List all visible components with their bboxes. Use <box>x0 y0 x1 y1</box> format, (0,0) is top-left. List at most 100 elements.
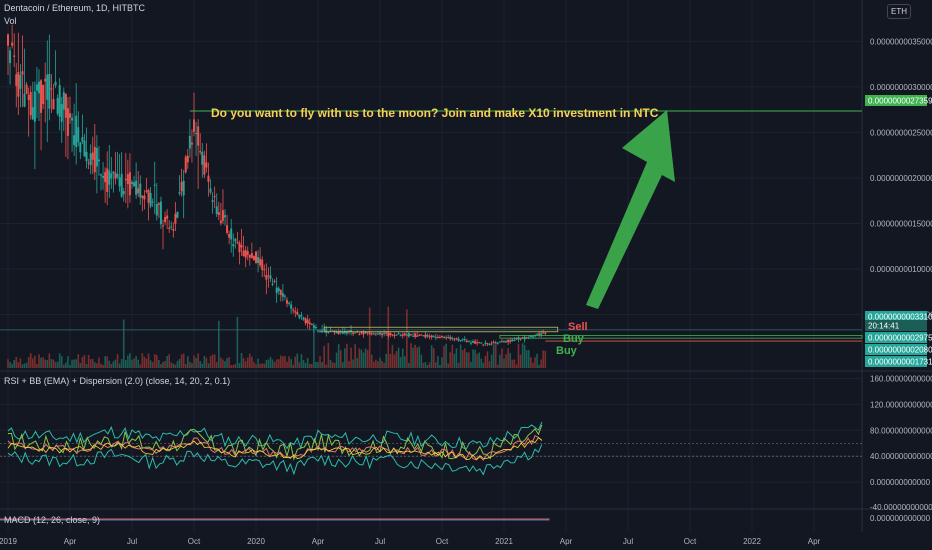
volume-bar <box>180 354 183 368</box>
volume-bar <box>472 349 474 368</box>
candle-body <box>279 290 282 295</box>
currency-button[interactable]: ETH <box>887 4 911 19</box>
volume-bar <box>91 359 94 368</box>
price-tag-label: 0.0000000027359 <box>868 97 932 106</box>
volume-bar <box>308 363 311 368</box>
candle-body <box>139 183 142 198</box>
candle-body <box>298 314 301 318</box>
candle-body <box>317 330 319 332</box>
volume-bar <box>426 364 429 368</box>
candle-body <box>438 336 441 338</box>
volume-bar <box>482 362 485 368</box>
volume-bar <box>445 343 447 368</box>
x-tick-label: Apr <box>64 537 77 546</box>
candle-body <box>9 50 12 64</box>
candle-body <box>73 135 76 146</box>
candle-body <box>141 195 144 198</box>
candle-body <box>137 188 140 194</box>
candle-body <box>294 311 297 313</box>
candle-body <box>195 132 198 134</box>
candle-body <box>81 137 84 142</box>
candle-body <box>271 283 274 285</box>
volume-bar <box>133 358 135 368</box>
candle-body <box>360 332 363 334</box>
volume-bar <box>147 353 150 368</box>
candle-body <box>215 206 218 215</box>
volume-bar <box>342 362 344 368</box>
volume-bar <box>15 357 18 368</box>
candle-body <box>453 339 456 341</box>
volume-bar <box>25 362 28 368</box>
candle-body <box>54 81 57 86</box>
volume-bar <box>497 364 499 368</box>
volume-bar <box>408 362 410 368</box>
volume-bar <box>253 362 255 368</box>
candle-body <box>368 332 371 335</box>
volume-bar <box>437 356 439 368</box>
candle-body <box>193 119 195 132</box>
price-tag-label: 0.0000000002975 <box>868 334 932 343</box>
volume-bar <box>532 362 534 368</box>
candle-body <box>114 172 117 179</box>
price-candles <box>7 24 547 347</box>
candle-body <box>484 342 487 344</box>
volume-bar <box>46 360 49 368</box>
candle-body <box>164 217 167 223</box>
candle-body <box>35 84 38 91</box>
candle-body <box>178 192 181 194</box>
price-tag-label: 0.0000000001731 <box>868 358 932 367</box>
candle-body <box>85 151 88 162</box>
volume-bar <box>195 357 197 368</box>
volume-bar <box>348 361 350 368</box>
x-tick-label: 2021 <box>495 537 513 546</box>
volume-bar <box>116 354 119 368</box>
volume-bar <box>354 344 356 368</box>
candle-body <box>44 78 47 82</box>
candle-body <box>422 335 425 337</box>
volume-bar <box>300 354 303 368</box>
candle-body <box>149 193 152 207</box>
volume-bar <box>141 353 144 368</box>
candle-body <box>176 211 179 218</box>
volume-bar <box>499 354 501 368</box>
candle-body <box>348 330 350 332</box>
volume-bar <box>13 360 15 368</box>
volume-bar <box>54 362 57 368</box>
volume-bar <box>27 356 30 368</box>
volume-bar <box>530 357 532 368</box>
moon-arrow <box>586 110 675 309</box>
candle-body <box>536 334 539 336</box>
volume-bar <box>94 362 96 368</box>
volume-bar <box>240 353 243 368</box>
volume-bar <box>11 364 13 368</box>
volume-bar <box>271 359 274 368</box>
volume-bar <box>435 362 437 368</box>
volume-bar <box>474 349 476 368</box>
candle-body <box>184 156 187 173</box>
signal-label: Buy <box>556 345 578 357</box>
volume-bar <box>143 356 146 368</box>
candle-body <box>182 180 185 196</box>
candle-body <box>414 333 417 337</box>
volume-bar <box>335 352 338 368</box>
volume-bar <box>153 354 156 368</box>
volume-bar <box>120 359 123 368</box>
volume-bar <box>207 363 210 368</box>
candle-body <box>283 295 286 297</box>
candle-body <box>432 335 435 338</box>
candle-body <box>151 201 154 203</box>
volume-bar <box>325 364 328 368</box>
volume-bar <box>104 356 106 368</box>
candle-body <box>77 127 80 143</box>
volume-bar <box>218 320 220 368</box>
rsi-tick-label: 160.000000000000 <box>870 374 932 383</box>
candle-body <box>100 174 102 176</box>
volume-bar <box>280 355 282 368</box>
grid-lines <box>0 0 932 532</box>
volume-bar <box>373 361 375 368</box>
volume-bar <box>368 307 371 368</box>
volume-bar <box>232 364 235 368</box>
candle-body <box>542 332 545 334</box>
candle-body <box>60 104 63 122</box>
